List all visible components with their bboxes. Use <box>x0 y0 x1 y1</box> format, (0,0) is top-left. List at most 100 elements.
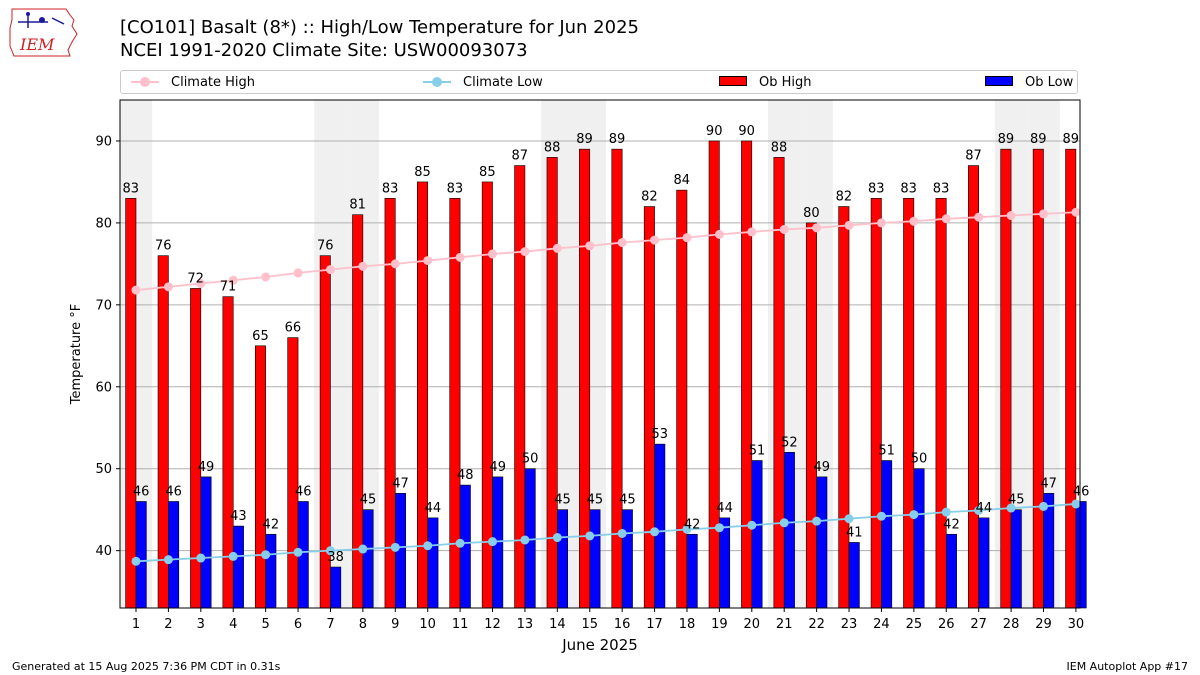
ob-high-label-day-10: 85 <box>414 165 431 180</box>
climate-high-point-day-20 <box>747 227 757 237</box>
ob-high-bar-day-22 <box>805 222 817 609</box>
y-tick-label-90: 90 <box>95 134 112 149</box>
ob-high-bar-day-19 <box>708 140 720 609</box>
climate-low-point-day-1 <box>131 556 141 566</box>
climate-high-point-day-6 <box>293 268 303 278</box>
ob-low-label-day-21: 52 <box>781 435 798 450</box>
climate-high-point-day-4 <box>228 275 238 285</box>
x-tick-label-18: 18 <box>679 617 696 632</box>
x-tick-label-1: 1 <box>132 617 140 632</box>
ob-low-label-day-2: 46 <box>165 484 182 499</box>
climate-low-point-day-24 <box>876 511 886 521</box>
ob-low-label-day-22: 49 <box>814 460 831 475</box>
ob-low-label-day-26: 42 <box>943 517 960 532</box>
ob-low-bar-day-10 <box>427 517 439 609</box>
ob-low-bar-day-30 <box>1075 501 1087 609</box>
ob-low-bar-day-8 <box>362 509 374 609</box>
ob-high-label-day-11: 83 <box>447 181 464 196</box>
ob-high-label-day-24: 83 <box>868 181 885 196</box>
climate-low-point-day-18 <box>682 524 692 534</box>
climate-low-point-day-27 <box>974 505 984 515</box>
ob-high-label-day-6: 66 <box>285 321 302 336</box>
climate-high-line <box>135 211 1076 291</box>
climate-high-point-day-8 <box>358 261 368 271</box>
x-tick-label-17: 17 <box>646 617 663 632</box>
climate-high-point-day-21 <box>779 224 789 234</box>
climate-high-point-day-28 <box>1006 211 1016 221</box>
climate-low-point-day-6 <box>293 547 303 557</box>
ob-high-label-day-25: 83 <box>900 181 917 196</box>
y-tick-label-60: 60 <box>95 380 112 395</box>
climate-low-point-day-22 <box>812 516 822 526</box>
climate-high-point-day-30 <box>1071 207 1081 217</box>
ob-high-bar-day-18 <box>676 189 688 609</box>
ob-low-bar-day-5 <box>265 533 277 609</box>
climate-high-point-day-23 <box>844 220 854 230</box>
ob-low-label-day-29: 47 <box>1040 476 1057 491</box>
ob-high-label-day-16: 89 <box>609 132 626 147</box>
ob-low-label-day-30: 46 <box>1073 484 1090 499</box>
climate-high-point-day-16 <box>617 238 627 248</box>
x-tick-label-27: 27 <box>970 617 987 632</box>
climate-high-point-day-18 <box>682 233 692 243</box>
climate-low-point-day-26 <box>941 507 951 517</box>
ob-low-label-day-3: 49 <box>198 460 215 475</box>
climate-high-point-day-2 <box>163 282 173 292</box>
x-tick-label-26: 26 <box>938 617 955 632</box>
ob-high-bar-day-21 <box>773 157 785 609</box>
ob-low-label-day-16: 45 <box>619 493 636 508</box>
generated-timestamp: Generated at 15 Aug 2025 7:36 PM CDT in … <box>12 660 281 673</box>
ob-high-bar-day-5 <box>254 345 266 609</box>
ob-high-bar-day-6 <box>287 337 299 609</box>
legend-label-ob-low: Ob Low <box>1025 74 1074 90</box>
bars <box>125 140 1087 609</box>
x-tick-label-28: 28 <box>1003 617 1020 632</box>
chart-subtitle: NCEI 1991-2020 Climate Site: USW00093073 <box>120 40 528 61</box>
climate-high-point-day-17 <box>650 235 660 245</box>
ob-low-bar-day-1 <box>135 501 147 609</box>
x-tick-label-25: 25 <box>906 617 923 632</box>
ob-high-bar-day-17 <box>643 206 655 609</box>
ob-low-label-day-9: 47 <box>392 476 409 491</box>
ob-low-bar-day-3 <box>200 476 212 609</box>
legend-label-climate-high: Climate High <box>171 74 256 90</box>
y-tick-label-70: 70 <box>95 298 112 313</box>
ob-high-bar-day-26 <box>935 198 947 609</box>
climate-high-point-day-22 <box>812 223 822 233</box>
ob-low-label-day-13: 50 <box>522 452 539 467</box>
x-tick-label-19: 19 <box>711 617 728 632</box>
climate-high-point-day-3 <box>196 279 206 289</box>
ob-high-label-day-13: 87 <box>511 149 528 164</box>
x-tick-label-22: 22 <box>808 617 825 632</box>
ob-high-label-day-29: 89 <box>1030 132 1047 147</box>
climate-low-point-day-23 <box>844 514 854 524</box>
legend-marker-climate-high <box>129 74 161 90</box>
iem-logo: IEM <box>9 8 78 57</box>
climate-low-point-day-12 <box>488 537 498 547</box>
x-tick-label-10: 10 <box>419 617 436 632</box>
ob-low-bar-day-17 <box>654 443 666 609</box>
legend-item-climate-low: Climate Low <box>421 74 543 90</box>
ob-low-label-day-7: 38 <box>327 550 344 565</box>
climate-high-point-day-10 <box>423 256 433 266</box>
ob-high-label-day-19: 90 <box>706 124 723 139</box>
ob-low-bar-day-20 <box>751 460 763 609</box>
chart-title: [CO101] Basalt (8*) :: High/Low Temperat… <box>120 17 639 38</box>
ob-high-bar-day-24 <box>870 198 882 609</box>
climate-low-point-day-21 <box>779 518 789 528</box>
x-tick-label-9: 9 <box>391 617 399 632</box>
ob-high-label-day-17: 82 <box>641 190 658 205</box>
ob-low-bar-day-27 <box>978 517 990 609</box>
legend-label-ob-high: Ob High <box>759 74 812 90</box>
ob-low-label-day-23: 41 <box>846 525 863 540</box>
ob-high-bar-day-20 <box>741 140 753 609</box>
ob-high-label-day-28: 89 <box>998 132 1015 147</box>
climate-low-point-day-20 <box>747 520 757 530</box>
ob-high-label-day-18: 84 <box>674 173 691 188</box>
logo-text: IEM <box>19 35 55 54</box>
climate-low-point-day-17 <box>650 527 660 537</box>
ob-high-label-day-8: 81 <box>349 198 366 213</box>
ob-high-bar-day-1 <box>125 198 137 609</box>
ob-low-bar-day-4 <box>232 525 244 609</box>
climate-high-point-day-5 <box>261 272 271 282</box>
